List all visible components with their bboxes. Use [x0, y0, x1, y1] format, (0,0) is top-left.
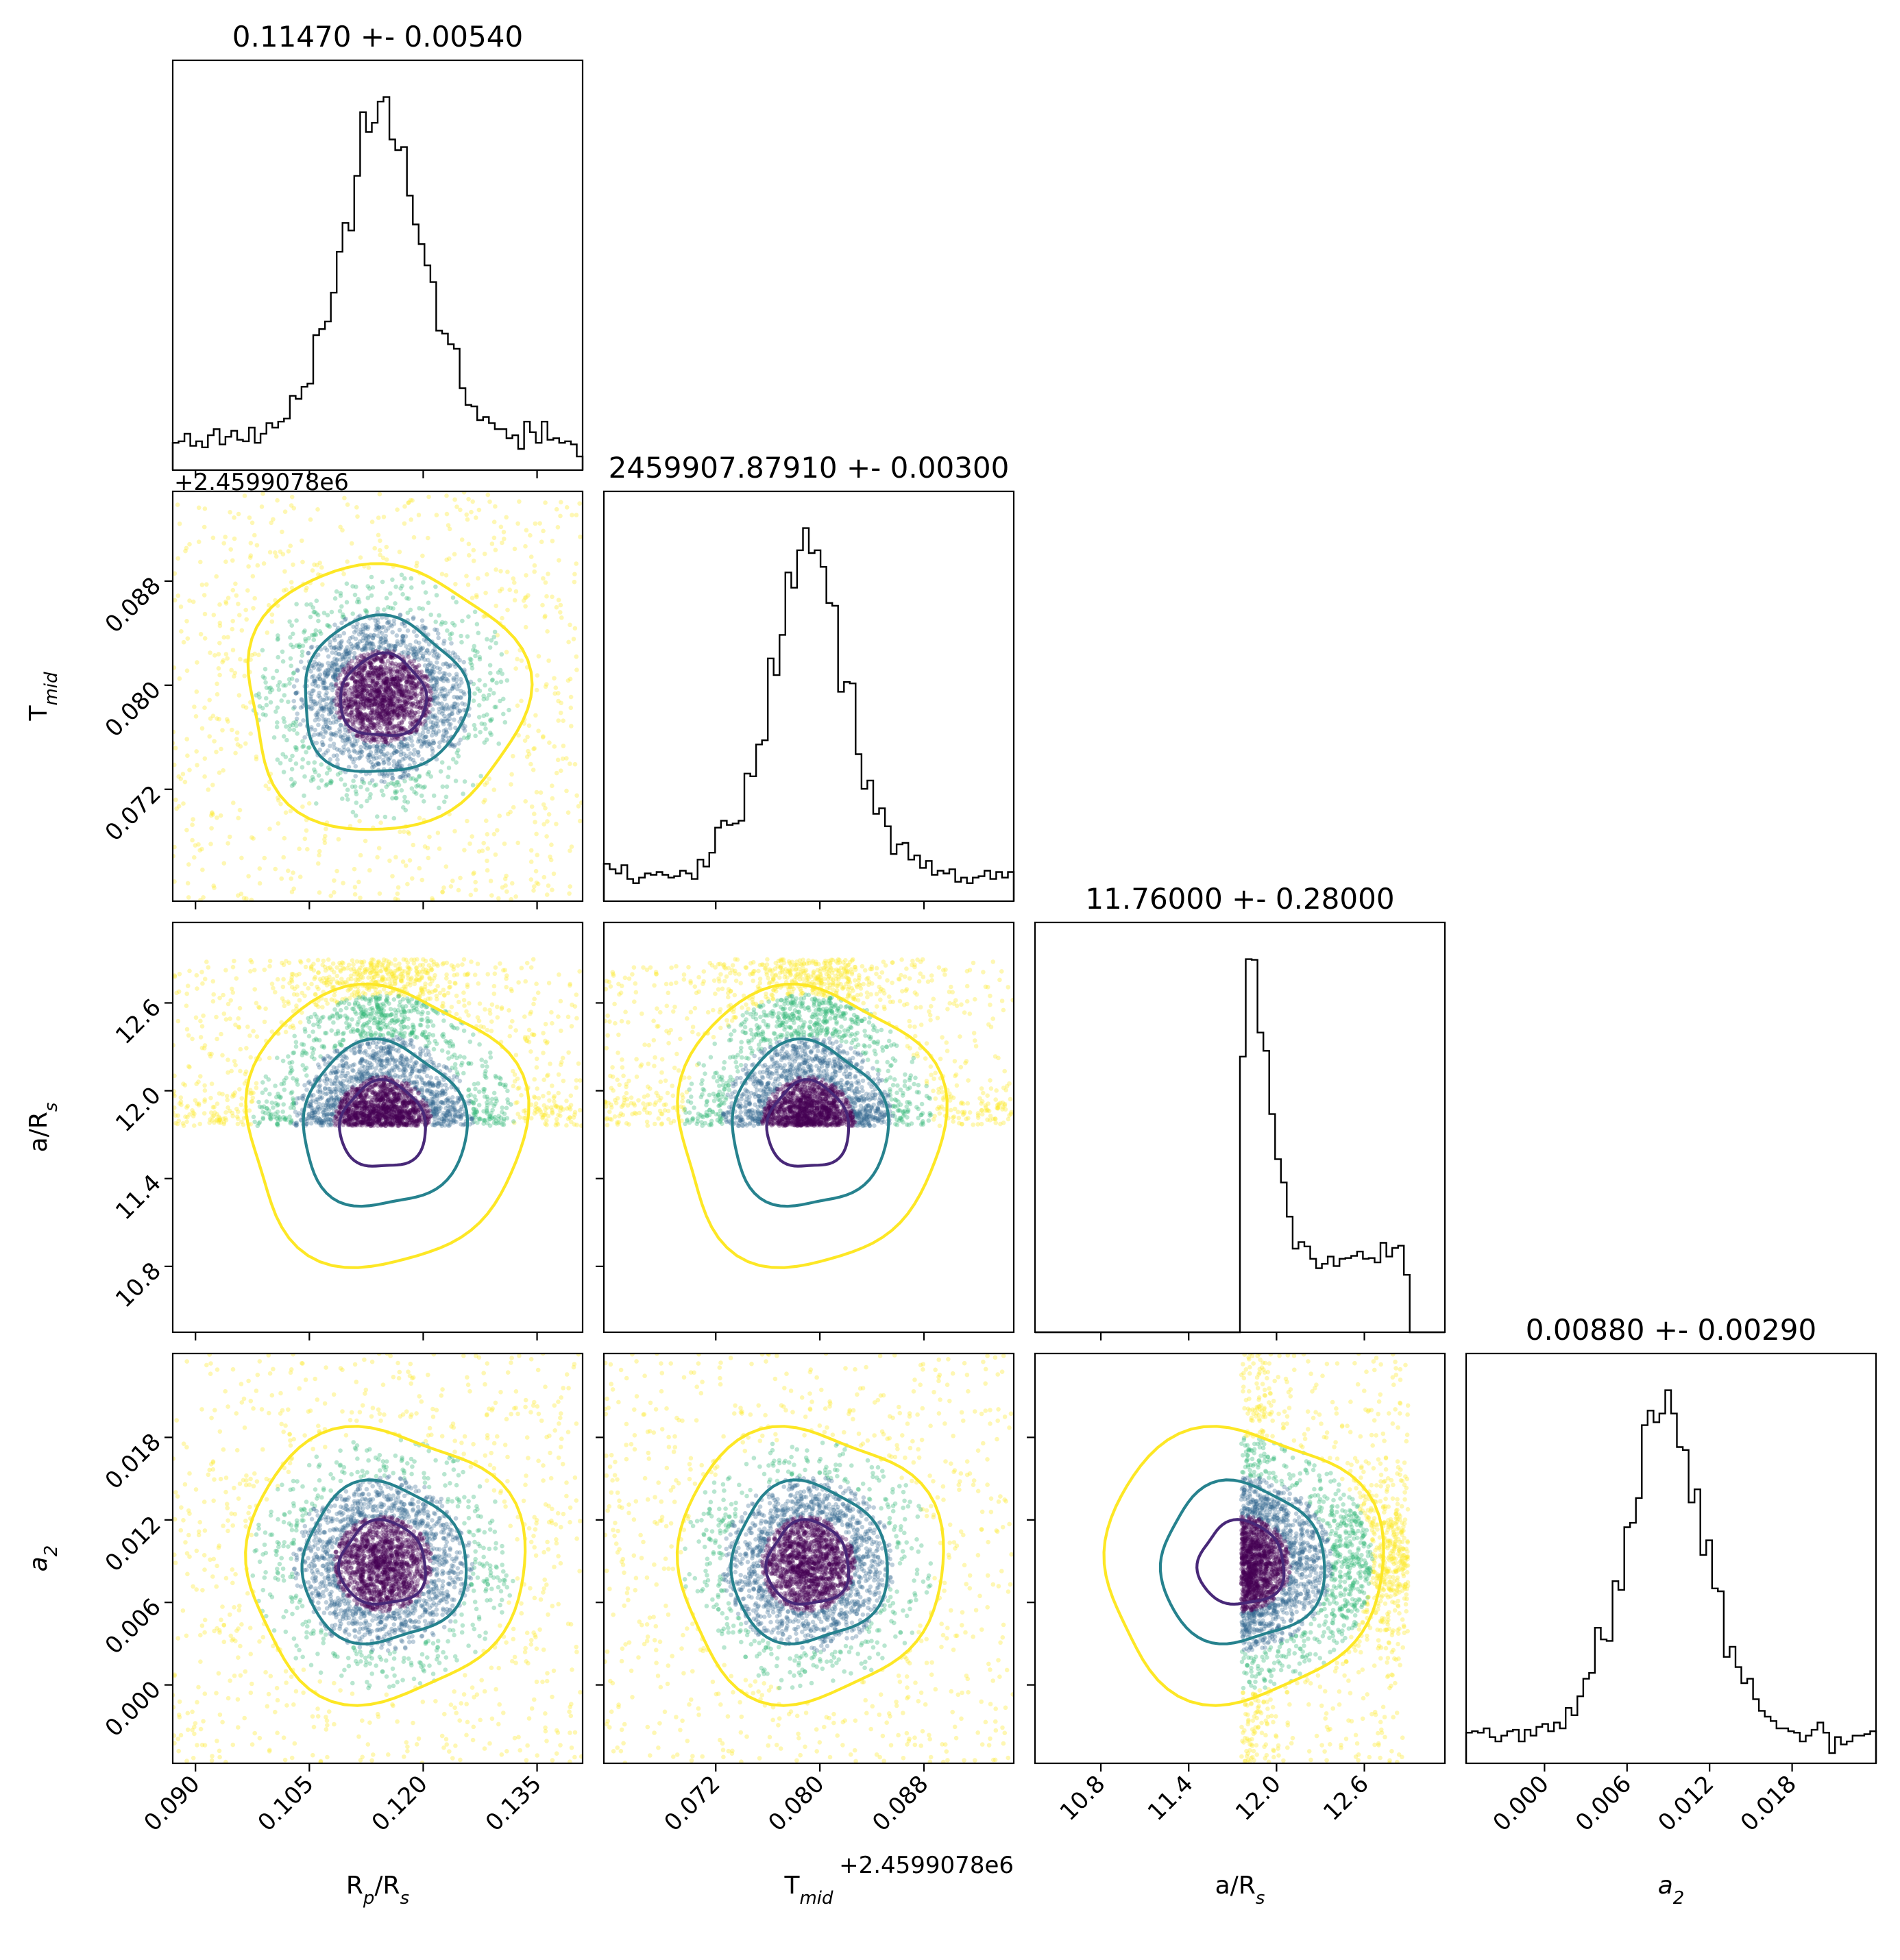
- axis-label: Tmid: [25, 672, 62, 722]
- y-tick-label: 0.072: [100, 780, 167, 846]
- y-tick-label: 12.6: [110, 994, 167, 1050]
- axis-label: a/Rs: [1215, 1872, 1265, 1909]
- histogram-0: [171, 96, 584, 470]
- contour-3-2-0: [1195, 1518, 1286, 1606]
- x-tick-label: 0.072: [659, 1770, 726, 1837]
- contour-2-0-1: [302, 1037, 469, 1208]
- panel-frame-2-2: [1034, 921, 1446, 1334]
- scatter-panel-3-1: [604, 1353, 1014, 1763]
- diag-title-3: 0.00880 +- 0.00290: [1526, 1313, 1816, 1347]
- y-tick-label: 12.0: [110, 1081, 167, 1138]
- diag-title-1: 2459907.87910 +- 0.00300: [609, 451, 1010, 485]
- x-tick-label: 10.8: [1055, 1770, 1111, 1826]
- histogram-1: [602, 527, 1015, 901]
- x-offset-text: +2.4599078e6: [839, 1852, 1014, 1879]
- x-tick-label: 0.080: [763, 1770, 829, 1837]
- contour-3-0-0: [337, 1518, 427, 1606]
- contour-3-2-2: [1102, 1425, 1385, 1707]
- contour-1-0-0: [339, 651, 428, 737]
- x-tick-label: 12.6: [1318, 1770, 1374, 1826]
- y-tick-label: 0.012: [100, 1510, 167, 1577]
- axis-label: a/Rs: [25, 1103, 62, 1153]
- contour-3-1-1: [729, 1478, 889, 1645]
- x-tick-label: 0.006: [1570, 1770, 1637, 1837]
- contour-3-0-2: [244, 1425, 527, 1707]
- panel-frame-1-0: [171, 490, 584, 903]
- contour-1-0-2: [246, 562, 534, 831]
- y-tick-label: 0.088: [100, 572, 167, 639]
- x-tick-label: 0.000: [1488, 1770, 1555, 1837]
- contour-2-0-0: [338, 1078, 427, 1168]
- axis-label: a2: [25, 1545, 62, 1572]
- y-offset-text: +2.4599078e6: [174, 469, 349, 496]
- x-tick-label: 0.018: [1735, 1770, 1802, 1837]
- axis-label: a2: [1658, 1872, 1685, 1909]
- scatter-panel-3-2: [1102, 1353, 1411, 1763]
- scatter-panel-3-0: [173, 1353, 583, 1763]
- contour-3-1-2: [675, 1425, 945, 1707]
- scatter-panel-2-0: [173, 957, 583, 1269]
- y-tick-label: 10.8: [110, 1257, 167, 1313]
- y-tick-label: 11.4: [110, 1169, 167, 1225]
- panel-frame-3-1: [602, 1352, 1015, 1765]
- scatter-panel-1-0: [173, 491, 583, 901]
- contour-3-1-0: [764, 1518, 851, 1606]
- panel-frame-3-3: [1465, 1352, 1877, 1765]
- contour-2-1-1: [731, 1037, 890, 1208]
- contour-2-1-2: [676, 982, 949, 1269]
- panel-frame-3-0: [171, 1352, 584, 1765]
- axis-label: Tmid: [783, 1872, 833, 1909]
- contour-1-0-1: [304, 613, 472, 773]
- x-tick-label: 11.4: [1143, 1770, 1199, 1826]
- x-tick-label: 0.088: [867, 1770, 934, 1837]
- panel-frame-2-0: [171, 921, 584, 1334]
- histogram-2: [1035, 958, 1445, 1334]
- x-tick-label: 0.090: [138, 1770, 205, 1837]
- histogram-3: [1465, 1389, 1877, 1763]
- x-tick-label: 0.012: [1653, 1770, 1719, 1837]
- y-tick-label: 0.000: [100, 1676, 167, 1742]
- panel-frame-1-1: [602, 490, 1015, 903]
- contour-3-0-1: [300, 1478, 468, 1645]
- panel-frame-3-2: [1034, 1352, 1446, 1765]
- contour-2-0-2: [244, 982, 531, 1269]
- x-tick-label: 0.135: [480, 1770, 547, 1837]
- diag-title-2: 11.76000 +- 0.28000: [1085, 882, 1394, 916]
- scatter-panel-2-1: [604, 957, 1014, 1269]
- y-tick-label: 0.018: [100, 1428, 167, 1495]
- panel-frame-2-1: [602, 921, 1015, 1334]
- diag-title-0: 0.11470 +- 0.00540: [232, 20, 523, 53]
- panel-frame-0-0: [171, 59, 584, 471]
- x-tick-label: 0.105: [253, 1770, 319, 1837]
- contour-3-2-1: [1158, 1478, 1326, 1645]
- y-tick-label: 0.080: [100, 676, 167, 742]
- y-tick-label: 0.006: [100, 1593, 167, 1660]
- x-tick-label: 0.120: [367, 1770, 433, 1837]
- contour-2-1-0: [765, 1078, 851, 1168]
- axis-label: Rp/Rs: [346, 1872, 409, 1909]
- x-tick-label: 12.0: [1230, 1770, 1287, 1826]
